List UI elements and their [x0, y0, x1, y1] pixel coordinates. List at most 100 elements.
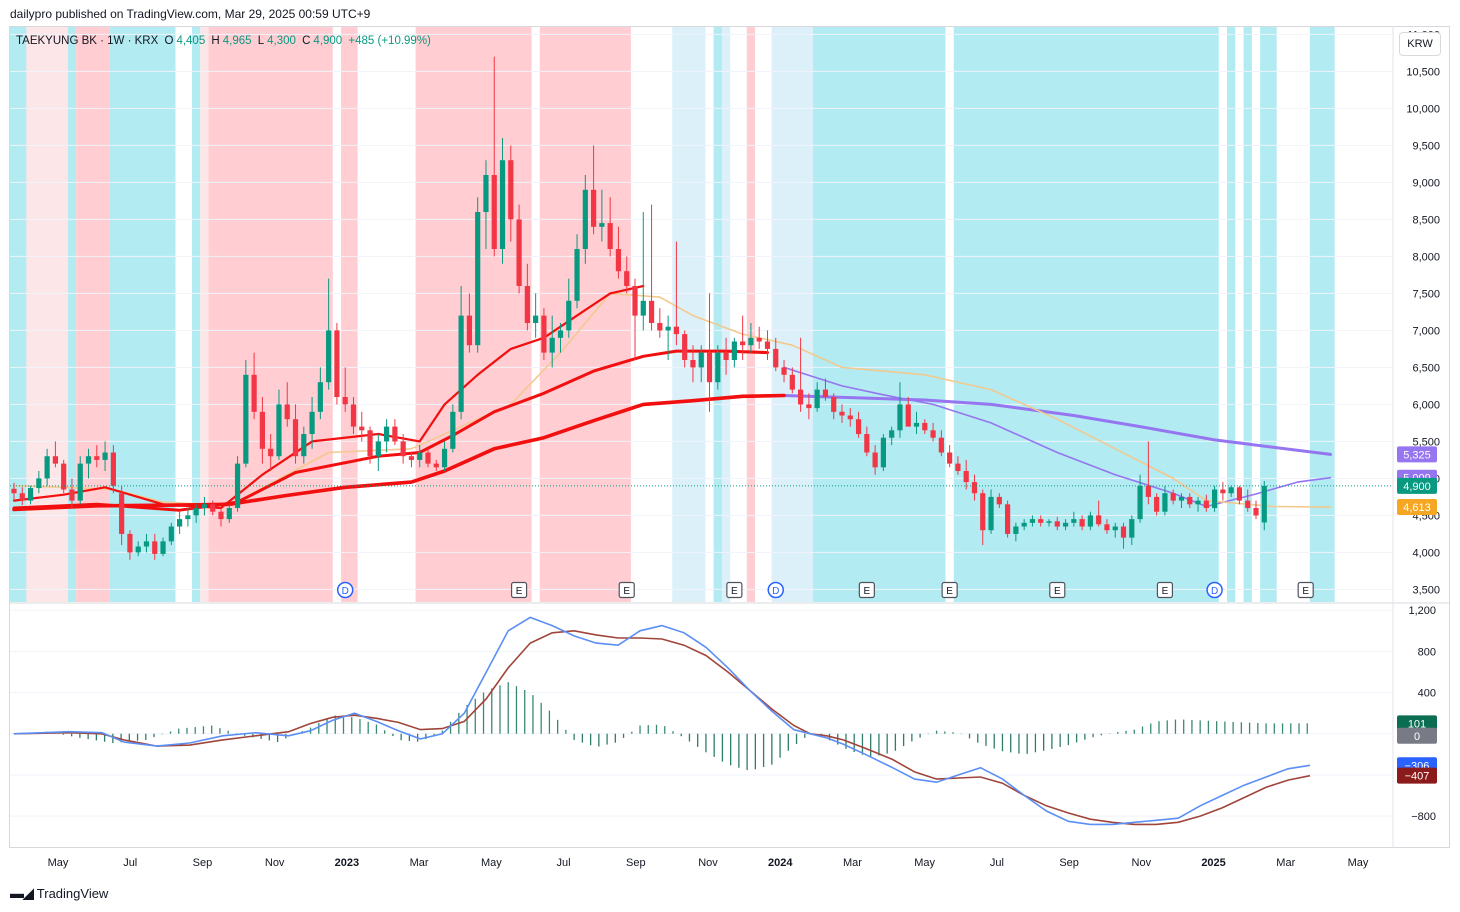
candle-body	[624, 271, 630, 287]
candle-body	[897, 404, 903, 431]
candle	[508, 145, 514, 242]
candle-body	[1071, 519, 1077, 523]
candle-body	[1203, 500, 1209, 509]
candle	[433, 459, 439, 472]
legend-close: 4,900	[313, 35, 343, 47]
candle	[872, 445, 878, 475]
price-tick-label: 8,500	[1412, 214, 1440, 226]
candle	[723, 337, 729, 375]
signal-zone	[1243, 27, 1252, 602]
price-tick-label: 6,000	[1412, 399, 1440, 411]
legend-open: 4,405	[176, 35, 206, 47]
candle-body	[201, 504, 208, 509]
candle-body	[52, 456, 58, 464]
candle-body	[375, 441, 381, 457]
price-tick-label: 6,500	[1412, 362, 1440, 374]
macd-pane	[13, 616, 1311, 826]
marker-label: D	[772, 586, 779, 597]
label-box	[1397, 727, 1437, 744]
candle-body	[615, 249, 622, 272]
time-tick-label: Mar	[410, 857, 429, 869]
candle	[458, 286, 464, 420]
candle-body	[1112, 526, 1118, 531]
candle	[690, 345, 696, 383]
candle-body	[226, 508, 232, 520]
time-tick-label: Mar	[1276, 857, 1295, 869]
candle-body	[731, 341, 737, 361]
time-tick-label: May	[481, 857, 502, 869]
candle-body	[433, 463, 439, 468]
candle	[566, 278, 572, 338]
candle-body	[143, 541, 150, 547]
candle-body	[756, 337, 762, 342]
candle-body	[259, 411, 265, 449]
candle-body	[135, 546, 141, 553]
candle	[847, 408, 853, 427]
candle-body	[1261, 485, 1267, 523]
candle-body	[971, 482, 978, 494]
candle-body	[1137, 485, 1143, 520]
candle-body	[690, 360, 696, 368]
candle-body	[1062, 522, 1069, 527]
candle-body	[185, 515, 191, 520]
candle-body	[367, 430, 373, 457]
candle	[731, 337, 737, 368]
candle	[748, 323, 754, 353]
candle	[326, 278, 332, 390]
candle-body	[566, 300, 572, 331]
price-tick-label: 8,000	[1412, 251, 1440, 263]
candle	[61, 459, 67, 494]
candle-body	[1178, 496, 1185, 501]
overlay-line	[782, 394, 1332, 456]
candle	[276, 389, 282, 460]
footer-brand-label: TradingView	[36, 886, 109, 901]
candle-body	[1046, 521, 1052, 523]
dividend-marker: D	[336, 581, 354, 599]
candle	[781, 360, 787, 383]
candle-body	[110, 452, 116, 486]
candle	[1096, 500, 1102, 527]
candle	[980, 489, 986, 546]
time-tick-label: Nov	[1132, 857, 1152, 869]
label-text: 4,613	[1403, 502, 1431, 514]
candle-body	[922, 422, 928, 431]
candle	[475, 197, 481, 353]
candle-body	[441, 448, 448, 468]
candle	[1038, 515, 1044, 527]
candle-body	[292, 419, 299, 457]
candle-body	[706, 352, 713, 383]
candle-body	[168, 526, 174, 542]
candle	[524, 263, 530, 331]
candle-body	[938, 437, 944, 453]
earnings-marker: E	[726, 581, 743, 599]
candle	[996, 493, 1002, 509]
candle-body	[85, 456, 92, 464]
candle	[1021, 519, 1027, 531]
candle	[317, 367, 323, 420]
signal-zone	[67, 27, 77, 602]
candle-body	[326, 330, 332, 383]
signal-zone	[192, 27, 201, 602]
currency-button[interactable]: KRW	[1399, 32, 1441, 56]
candle	[284, 382, 290, 427]
candle-body	[301, 434, 307, 457]
candle-body	[773, 348, 779, 368]
candle	[648, 204, 655, 331]
candle-body	[450, 411, 456, 449]
candle	[549, 315, 555, 368]
candle	[483, 160, 489, 250]
candle-body	[334, 330, 340, 398]
candle-body	[1236, 487, 1243, 501]
time-tick-label: Nov	[265, 857, 285, 869]
signal-zone	[1227, 27, 1236, 602]
candle	[773, 337, 779, 372]
candle	[259, 397, 265, 464]
label-box	[1397, 767, 1437, 784]
marker-label: D	[342, 586, 349, 597]
footer-brand[interactable]: ▬◢ TradingView	[10, 885, 108, 902]
label-box	[1397, 477, 1437, 494]
price-label: 5,325	[1397, 446, 1437, 463]
candle	[831, 393, 837, 420]
